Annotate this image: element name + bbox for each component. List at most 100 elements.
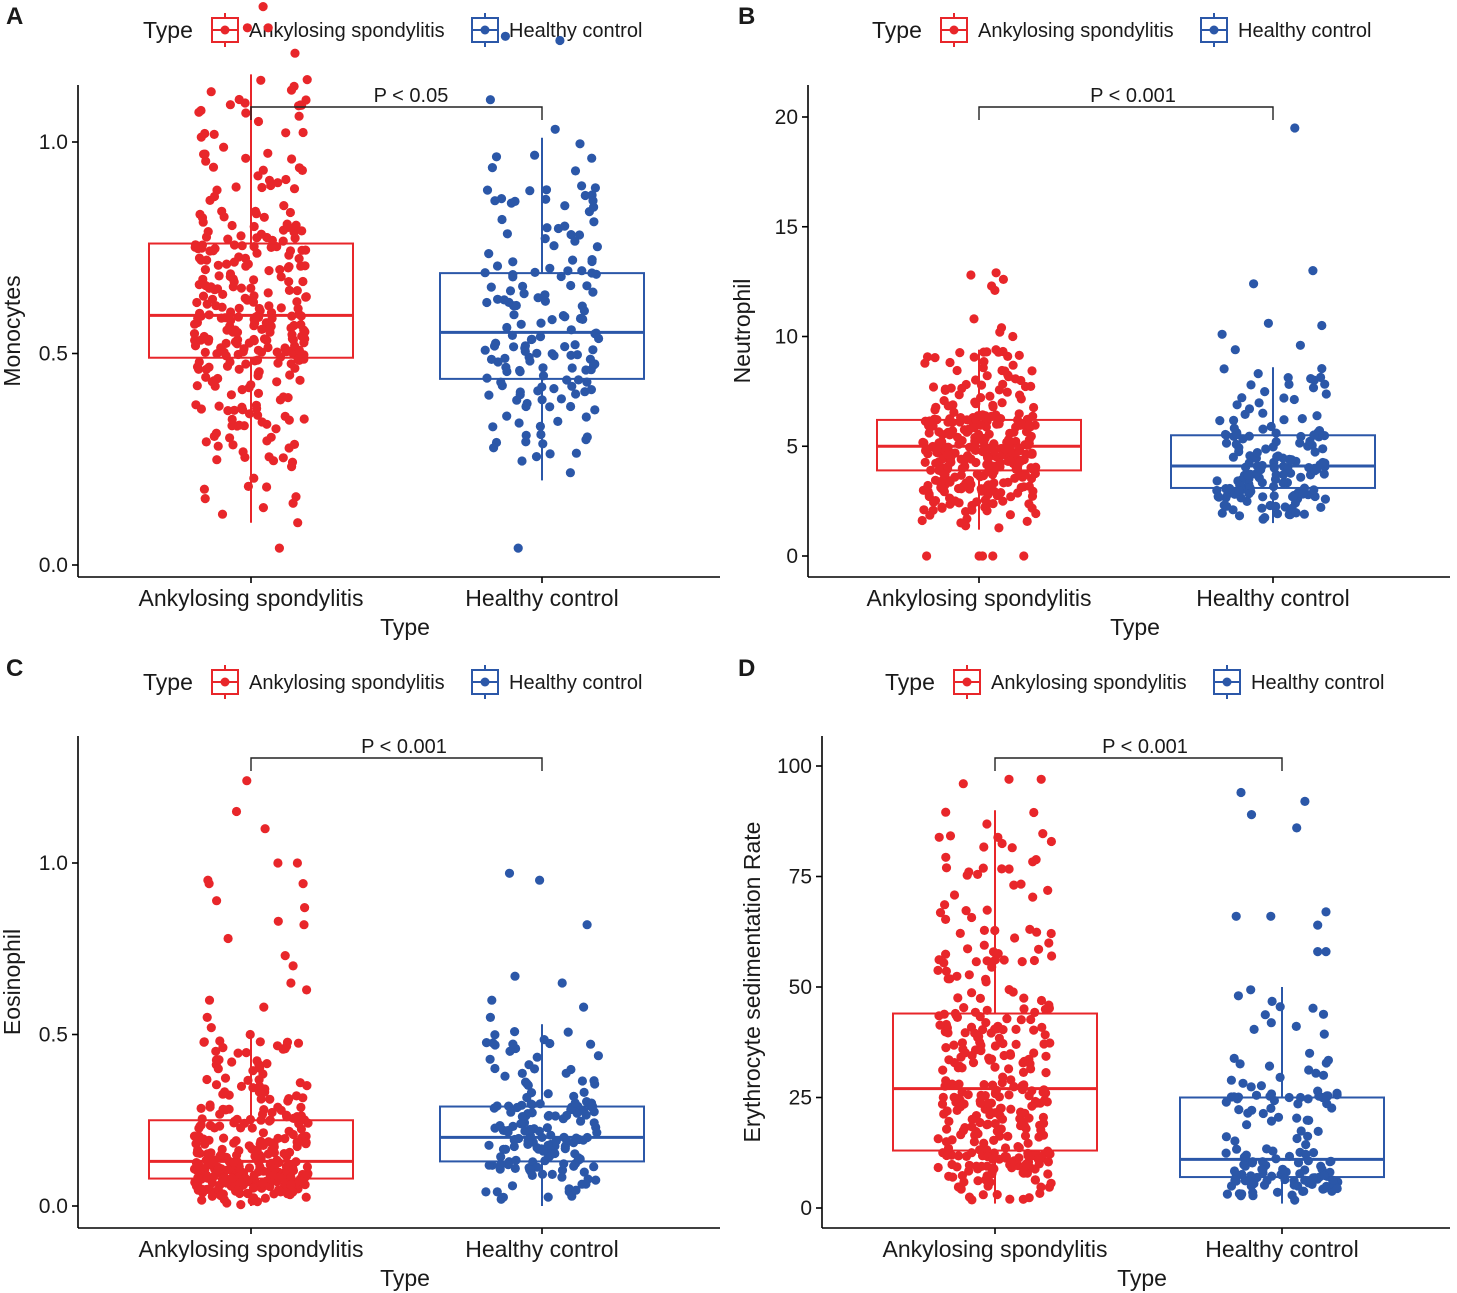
data-point: [594, 333, 604, 344]
data-point: [1228, 505, 1238, 515]
data-point: [967, 912, 977, 923]
data-point: [480, 268, 490, 278]
data-point: [202, 1149, 213, 1159]
data-point: [1019, 1004, 1029, 1014]
data-point: [563, 1027, 573, 1037]
data-point: [985, 391, 995, 401]
data-point: [497, 214, 507, 225]
data-point: [241, 359, 251, 369]
data-point: [1014, 1153, 1024, 1163]
data-point: [257, 417, 267, 427]
data-point: [577, 181, 587, 191]
data-point: [1319, 1184, 1329, 1194]
data-point: [243, 1075, 253, 1085]
data-point: [975, 1145, 985, 1155]
data-point: [214, 401, 224, 411]
data-point: [541, 185, 552, 195]
data-point: [485, 1012, 495, 1023]
data-point: [242, 23, 252, 33]
data-point: [995, 1131, 1005, 1141]
data-point: [966, 270, 976, 280]
data-point: [981, 1018, 991, 1028]
data-point: [1043, 1157, 1053, 1167]
data-point: [1328, 1175, 1338, 1185]
data-point: [1023, 1138, 1033, 1148]
data-point: [1321, 907, 1331, 917]
data-point: [511, 300, 521, 311]
data-point: [563, 266, 573, 276]
data-point: [981, 1175, 991, 1185]
data-point: [1234, 486, 1244, 496]
data-point: [199, 1037, 209, 1047]
data-point: [998, 1038, 1008, 1049]
data-point: [516, 319, 526, 329]
data-point: [956, 1184, 966, 1194]
legend-key-healthy-control: Healthy control: [1200, 13, 1371, 47]
data-point: [1313, 947, 1323, 957]
data-point: [545, 402, 555, 412]
data-point: [1308, 383, 1319, 393]
data-point: [1234, 1189, 1244, 1199]
data-point: [272, 377, 282, 387]
data-point: [549, 384, 559, 394]
data-point: [289, 320, 299, 331]
data-point: [280, 1134, 290, 1144]
data-point: [1046, 928, 1056, 939]
data-point: [996, 1124, 1006, 1134]
data-point: [292, 286, 302, 296]
panel-a: A Type Ankylosing spondylitis Healthy contr…: [0, 2, 720, 640]
data-point: [301, 292, 311, 302]
data-point: [1024, 1113, 1034, 1123]
data-point: [1011, 422, 1021, 432]
data-point: [536, 318, 546, 328]
panel-label: C: [6, 655, 23, 682]
data-point: [246, 283, 256, 293]
x-category-label: Healthy control: [465, 585, 618, 611]
data-point: [550, 1148, 560, 1159]
data-point: [511, 1155, 521, 1165]
data-point: [940, 900, 950, 910]
data-point: [190, 242, 200, 252]
data-point: [293, 518, 303, 528]
legend-key-dot: [220, 25, 230, 35]
data-point: [240, 98, 250, 108]
data-point: [979, 842, 989, 852]
data-point: [988, 1163, 998, 1173]
data-point: [1318, 1070, 1329, 1080]
data-point: [1295, 1169, 1305, 1179]
data-point: [488, 422, 498, 432]
data-point: [989, 446, 1000, 457]
data-point: [276, 272, 286, 282]
y-axis-title: Neutrophil: [729, 279, 755, 384]
data-point: [1031, 855, 1041, 865]
data-point: [1036, 774, 1046, 784]
data-point: [1029, 807, 1039, 818]
data-point: [1006, 492, 1016, 502]
data-point: [966, 454, 976, 464]
data-point: [1284, 1092, 1294, 1103]
data-point: [300, 903, 310, 913]
data-point: [967, 505, 977, 515]
data-point: [1251, 1090, 1262, 1100]
data-point: [1229, 423, 1239, 433]
data-point: [1280, 502, 1290, 512]
data-point: [558, 311, 569, 321]
data-point: [233, 1048, 243, 1058]
data-point: [999, 1050, 1009, 1061]
data-point: [976, 393, 986, 403]
data-point: [983, 1098, 994, 1108]
data-point: [1256, 1081, 1266, 1091]
data-point: [202, 1173, 212, 1183]
data-point: [949, 1058, 960, 1068]
data-point: [1260, 387, 1270, 397]
data-point: [1234, 511, 1245, 521]
data-point: [581, 365, 591, 375]
data-point: [516, 1119, 526, 1129]
data-point: [1312, 411, 1322, 421]
data-point: [291, 492, 301, 502]
data-point: [1004, 774, 1014, 784]
data-point: [203, 875, 213, 885]
data-point: [250, 206, 261, 216]
data-point: [216, 1191, 226, 1201]
data-point: [283, 263, 293, 273]
